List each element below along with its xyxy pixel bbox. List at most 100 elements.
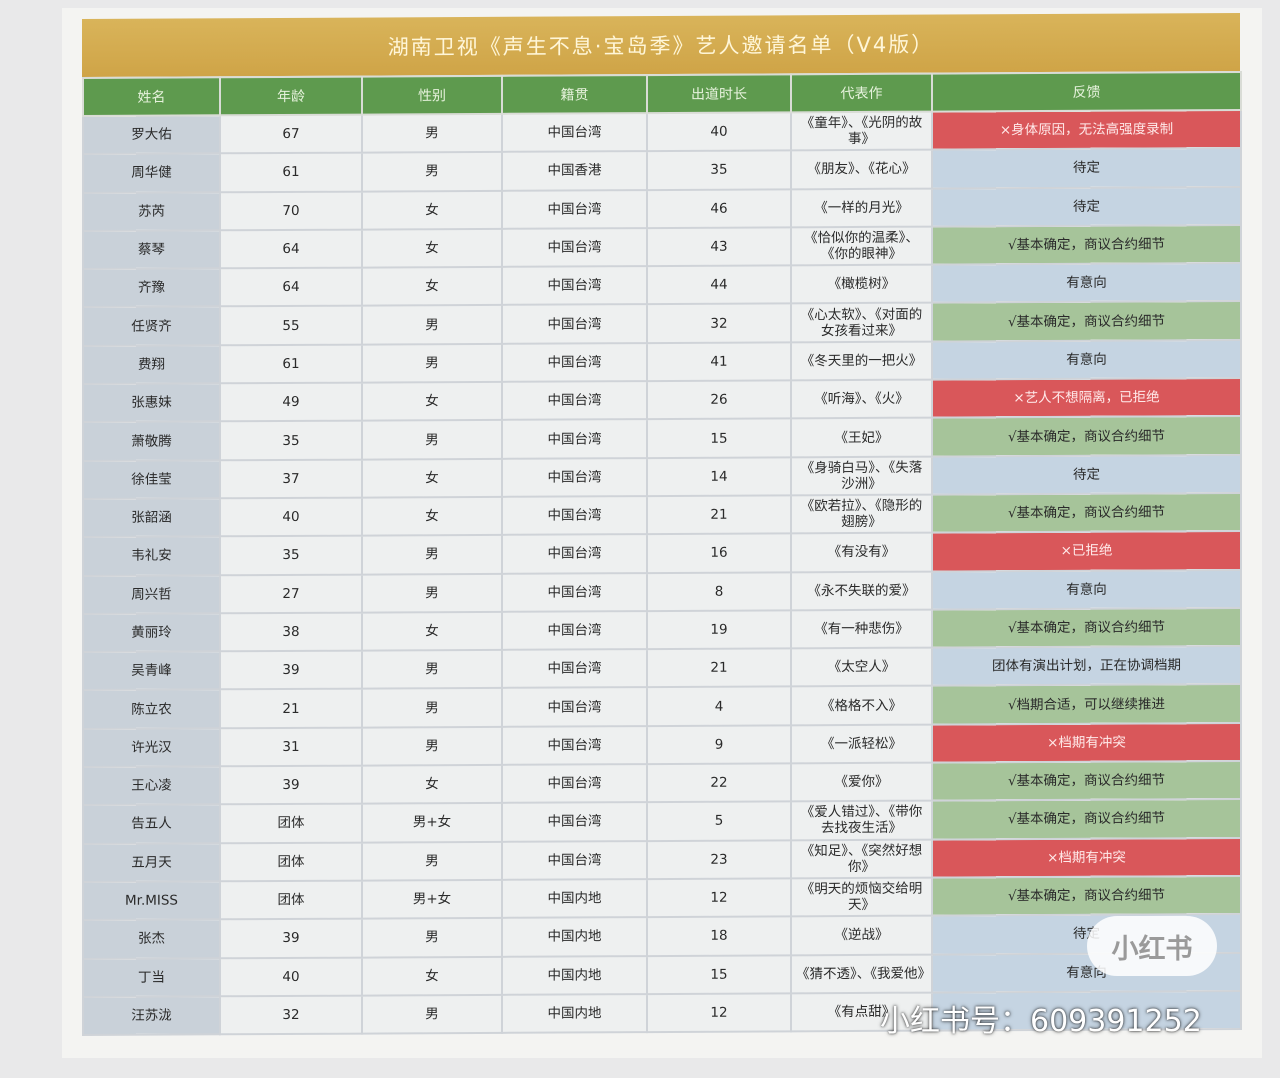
cell-gender: 男 bbox=[362, 420, 502, 460]
cell-age: 31 bbox=[220, 727, 362, 767]
table-row: 五月天 团体男中国台湾 23 《知足》、《突然好想你》 ×档期有冲突 bbox=[83, 837, 1241, 882]
table-row: 吴青峰 39 男中国台湾 21 《太空人》 团体有演出计划，正在协调档期 bbox=[83, 646, 1241, 691]
cell-works: 《恰似你的温柔》、《你的眼神》 bbox=[791, 226, 932, 266]
cell-age: 61 bbox=[220, 152, 362, 192]
cell-works: 《欧若拉》、《隐形的翅膀》 bbox=[791, 494, 932, 534]
cell-name: 黄丽玲 bbox=[83, 613, 220, 653]
cell-debut-years: 21 bbox=[647, 495, 791, 535]
cell-feedback: 待定 bbox=[932, 148, 1241, 189]
cell-debut-years: 18 bbox=[647, 916, 791, 956]
cell-debut-years: 9 bbox=[647, 725, 791, 765]
cell-origin: 中国台湾 bbox=[502, 189, 647, 229]
cell-age: 40 bbox=[220, 957, 362, 997]
cell-debut-years: 15 bbox=[647, 418, 791, 458]
table-row: 许光汉 31 男中国台湾 9 《一派轻松》 ×档期有冲突 bbox=[83, 722, 1241, 768]
cell-debut-years: 32 bbox=[647, 303, 791, 343]
cell-name: 张惠妹 bbox=[83, 383, 220, 423]
cell-age: 37 bbox=[220, 459, 362, 499]
cell-origin: 中国台湾 bbox=[502, 381, 647, 421]
cell-age: 39 bbox=[220, 918, 362, 958]
cell-origin: 中国台湾 bbox=[502, 266, 647, 306]
cell-feedback: ×已拒绝 bbox=[932, 531, 1241, 572]
cell-feedback: √基本确定，商议合约细节 bbox=[932, 607, 1241, 648]
cell-works: 《有一种悲伤》 bbox=[791, 609, 932, 649]
cell-works: 《爱你》 bbox=[791, 762, 932, 802]
cell-name: 陈立农 bbox=[83, 689, 220, 729]
cell-age: 35 bbox=[220, 535, 362, 575]
cell-debut-years: 19 bbox=[647, 610, 791, 650]
header-works: 代表作 bbox=[791, 73, 932, 113]
cell-origin: 中国台湾 bbox=[502, 113, 647, 153]
header-gender: 性别 bbox=[362, 75, 502, 115]
cell-gender: 女 bbox=[362, 956, 502, 996]
cell-debut-years: 41 bbox=[647, 342, 791, 382]
header-feedback: 反馈 bbox=[932, 71, 1241, 112]
cell-age: 64 bbox=[220, 229, 362, 269]
cell-gender: 女 bbox=[362, 458, 502, 498]
cell-gender: 男 bbox=[362, 535, 502, 575]
cell-debut-years: 15 bbox=[647, 954, 791, 994]
cell-name: 徐佳莹 bbox=[83, 459, 220, 500]
cell-feedback: √基本确定，商议合约细节 bbox=[932, 416, 1241, 457]
cell-age: 55 bbox=[220, 306, 362, 346]
cell-debut-years: 5 bbox=[647, 801, 791, 841]
cell-feedback: √基本确定，商议合约细节 bbox=[932, 799, 1241, 840]
cell-name: 吴青峰 bbox=[83, 651, 220, 691]
table-row: 任贤齐 55 男中国台湾 32 《心太软》、《对面的女孩看过来》 √基本确定，商议合约细节 bbox=[83, 301, 1241, 346]
cell-feedback: 有意向 bbox=[932, 339, 1241, 380]
table-row: 苏芮 70 女中国台湾 46 《一样的月光》 待定 bbox=[83, 186, 1241, 231]
cell-works: 《永不失联的爱》 bbox=[791, 571, 932, 611]
cell-origin: 中国香港 bbox=[502, 151, 647, 191]
cell-name: 蔡琴 bbox=[83, 230, 220, 270]
cell-feedback: 待定 bbox=[932, 186, 1241, 227]
cell-feedback: 有意向 bbox=[932, 263, 1241, 304]
cell-gender: 男+女 bbox=[362, 803, 502, 843]
cell-name: 周兴哲 bbox=[83, 574, 220, 614]
cell-name: 罗大佑 bbox=[83, 115, 220, 155]
cell-age: 21 bbox=[220, 689, 362, 729]
cell-name: 五月天 bbox=[83, 842, 220, 882]
cell-debut-years: 40 bbox=[647, 112, 791, 152]
cell-works: 《格格不入》 bbox=[791, 686, 932, 726]
cell-debut-years: 46 bbox=[647, 188, 791, 228]
table-row: 周兴哲 27 男中国台湾 8 《永不失联的爱》 有意向 bbox=[83, 569, 1241, 614]
cell-gender: 男 bbox=[362, 305, 502, 345]
cell-gender: 男 bbox=[362, 649, 502, 690]
cell-age: 32 bbox=[220, 995, 362, 1035]
cell-gender: 女 bbox=[362, 496, 502, 536]
invitation-table: 姓名 年龄 性别 籍贯 出道时长 代表作 反馈 罗大佑 67 男中国台湾 40 《童年》… bbox=[82, 71, 1242, 1036]
cell-debut-years: 4 bbox=[647, 686, 791, 726]
cell-name: 张杰 bbox=[83, 919, 220, 959]
table-row: 丁当 40 女中国内地 15 《猜不透》、《我爱他》 有意向 bbox=[83, 952, 1241, 997]
cell-feedback: ×档期有冲突 bbox=[932, 837, 1241, 878]
cell-feedback: √档期合适，可以继续推进 bbox=[932, 684, 1241, 725]
cell-gender: 男 bbox=[362, 343, 502, 383]
cell-name: 萧敬腾 bbox=[83, 421, 220, 461]
cell-age: 35 bbox=[220, 420, 362, 460]
cell-origin: 中国内地 bbox=[502, 917, 647, 957]
cell-feedback: √基本确定，商议合约细节 bbox=[932, 875, 1241, 916]
cell-feedback: √基本确定，商议合约细节 bbox=[932, 761, 1241, 801]
cell-feedback: √基本确定，商议合约细节 bbox=[932, 492, 1241, 533]
cell-feedback: ×档期有冲突 bbox=[932, 722, 1241, 763]
table-header-row: 姓名 年龄 性别 籍贯 出道时长 代表作 反馈 bbox=[83, 71, 1241, 117]
xiaohongshu-id-watermark: 小红书号：609391252 bbox=[880, 1004, 1202, 1039]
table-row: 张杰 39 男中国内地 18 《逆战》 待定 bbox=[83, 914, 1241, 959]
cell-debut-years: 44 bbox=[647, 265, 791, 305]
cell-age: 团体 bbox=[220, 880, 362, 920]
cell-works: 《身骑白马》、《失落沙洲》 bbox=[791, 456, 932, 496]
cell-feedback: 待定 bbox=[932, 454, 1241, 495]
cell-gender: 女 bbox=[362, 381, 502, 421]
cell-origin: 中国台湾 bbox=[502, 687, 647, 727]
cell-age: 49 bbox=[220, 382, 362, 422]
table-row: 黄丽玲 38 女中国台湾 19 《有一种悲伤》 √基本确定，商议合约细节 bbox=[83, 607, 1241, 653]
cell-origin: 中国台湾 bbox=[502, 227, 647, 268]
cell-works: 《猜不透》、《我爱他》 bbox=[791, 954, 932, 994]
cell-origin: 中国台湾 bbox=[502, 725, 647, 765]
cell-name: 汪苏泷 bbox=[83, 996, 220, 1036]
cell-works: 《太空人》 bbox=[791, 647, 932, 687]
cell-age: 39 bbox=[220, 765, 362, 805]
table-row: 徐佳莹 37 女中国台湾 14 《身骑白马》、《失落沙洲》 待定 bbox=[83, 454, 1241, 500]
table-row: Mr.MISS 团体 男+女 中国内地 12 《明天的烦恼交给明天》 √基本确定，商议合约细… bbox=[83, 875, 1241, 921]
cell-origin: 中国台湾 bbox=[502, 840, 647, 880]
